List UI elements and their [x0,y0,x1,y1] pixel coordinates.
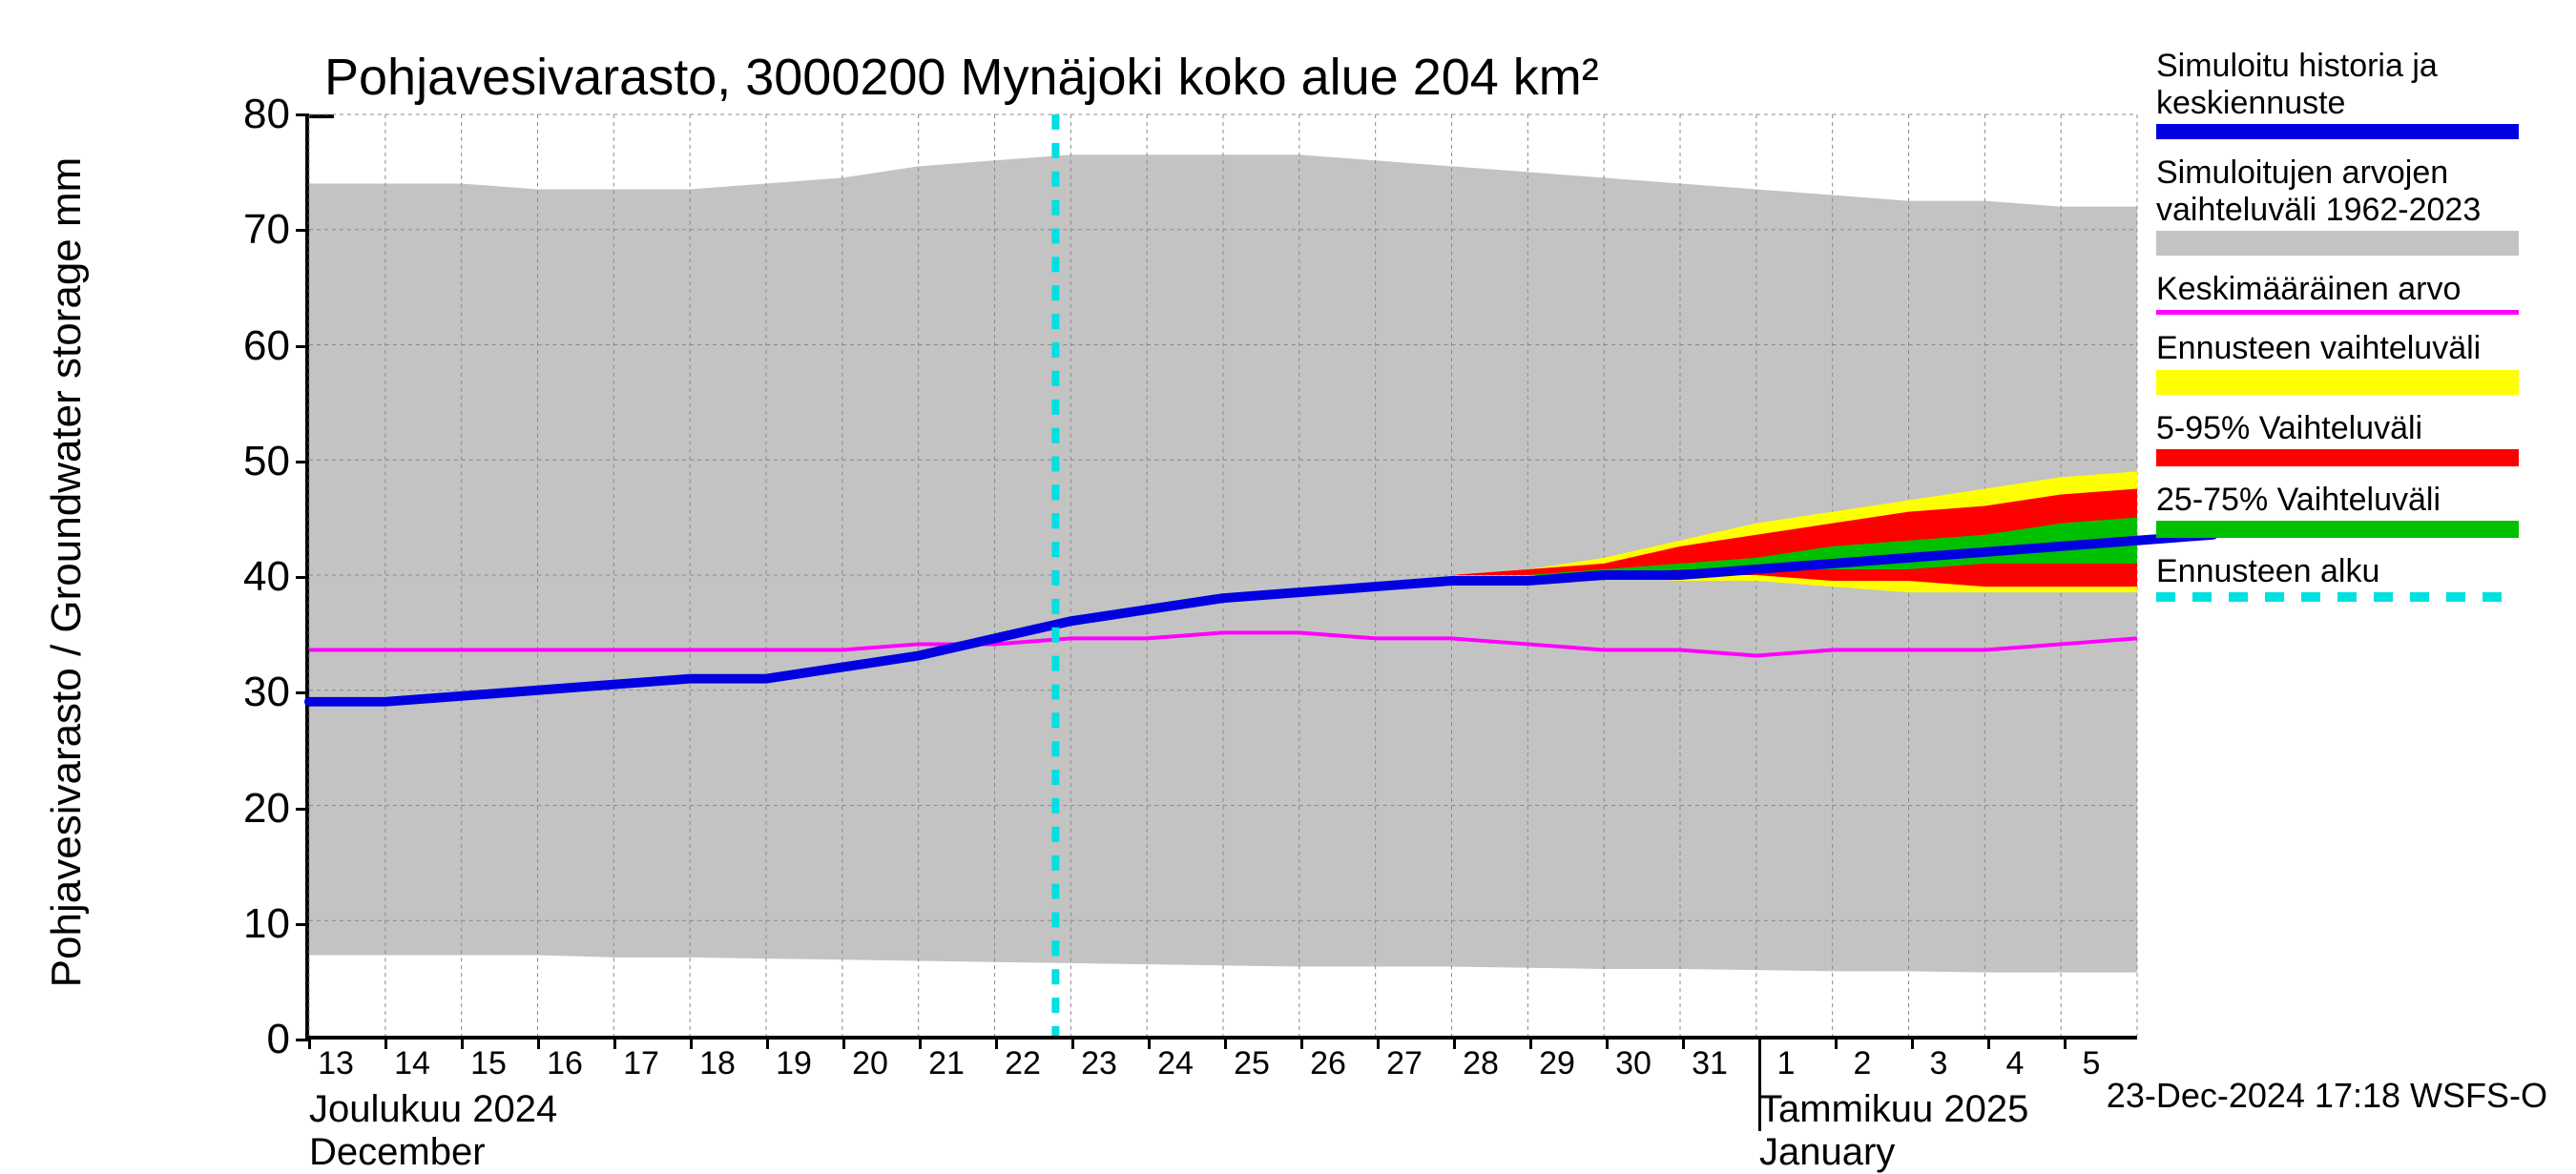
legend-entry: Ennusteen vaihteluväli [2156,330,2557,394]
x-tick-mark [613,1036,616,1049]
x-tick-label: 22 [1005,1036,1041,1082]
y-tick-mark [296,576,309,579]
legend-swatch [2156,370,2519,395]
month-divider [1758,1036,1761,1131]
legend-label: 25-75% Vaihteluväli [2156,482,2557,519]
x-tick-label: 30 [1615,1036,1652,1082]
y-tick-mark [296,1039,309,1041]
x-tick-label: 20 [852,1036,888,1082]
x-tick-label: 18 [699,1036,736,1082]
x-tick-mark [1606,1036,1609,1049]
x-tick-mark [690,1036,693,1049]
x-tick-mark [1377,1036,1380,1049]
legend-label: Ennusteen alku [2156,553,2557,590]
x-tick-mark [1071,1036,1074,1049]
x-tick-label: 17 [623,1036,659,1082]
x-tick-label: 26 [1310,1036,1346,1082]
y-tick-mark [296,808,309,811]
x-tick-mark [1224,1036,1227,1049]
legend: Simuloitu historia ja keskiennuste Simulo… [2156,48,2557,617]
y-tick-mark [296,345,309,348]
legend-swatch [2156,124,2519,139]
legend-entry: Simuloitujen arvojen vaihteluväli 1962-2… [2156,154,2557,256]
legend-label: 5-95% Vaihteluväli [2156,410,2557,447]
x-tick-mark [766,1036,769,1049]
month-label: Joulukuu 2024December [309,1036,557,1174]
legend-swatch [2156,231,2519,256]
x-tick-label: 5 [2083,1036,2101,1082]
x-tick-mark [1682,1036,1685,1049]
plot-area: 0102030405060708013141516171819202122232… [305,114,2137,1040]
legend-entry: 5-95% Vaihteluväli [2156,410,2557,466]
chart-title: Pohjavesivarasto, 3000200 Mynäjoki koko … [324,48,1599,107]
x-tick-label: 27 [1386,1036,1423,1082]
x-tick-label: 19 [776,1036,812,1082]
legend-label: Simuloitu historia ja keskiennuste [2156,48,2557,122]
x-tick-mark [995,1036,998,1049]
legend-entry: Ennusteen alku [2156,553,2557,602]
x-tick-label: 29 [1539,1036,1575,1082]
x-tick-mark [1529,1036,1532,1049]
x-tick-label: 25 [1234,1036,1270,1082]
chart-container: Pohjavesivarasto, 3000200 Mynäjoki koko … [0,0,2576,1144]
legend-label: Simuloitujen arvojen vaihteluväli 1962-2… [2156,154,2557,229]
y-tick-mark [296,229,309,232]
y-tick-mark [296,923,309,926]
y-tick-mark [296,113,309,116]
x-tick-label: 21 [928,1036,965,1082]
x-tick-mark [1453,1036,1456,1049]
x-tick-mark [842,1036,845,1049]
x-tick-label: 28 [1463,1036,1499,1082]
legend-swatch [2156,592,2519,602]
footer-text: 23-Dec-2024 17:18 WSFS-O [2107,1076,2547,1116]
x-tick-mark [1148,1036,1151,1049]
x-tick-mark [919,1036,922,1049]
x-tick-label: 31 [1692,1036,1728,1082]
x-tick-mark [1300,1036,1303,1049]
y-tick-mark [296,461,309,463]
legend-entry: Keskimääräinen arvo [2156,271,2557,315]
legend-swatch [2156,449,2519,466]
legend-label: Keskimääräinen arvo [2156,271,2557,308]
y-axis-title: Pohjavesivarasto / Groundwater storage m… [43,157,91,988]
legend-swatch [2156,521,2519,538]
legend-entry: Simuloitu historia ja keskiennuste [2156,48,2557,139]
x-tick-label: 24 [1157,1036,1194,1082]
legend-swatch [2156,310,2519,315]
chart-svg [309,114,2137,1036]
y-tick-mark [296,691,309,694]
x-tick-mark [2064,1036,2067,1049]
legend-entry: 25-75% Vaihteluväli [2156,482,2557,538]
x-tick-label: 23 [1081,1036,1117,1082]
legend-label: Ennusteen vaihteluväli [2156,330,2557,367]
month-label: Tammikuu 2025January [1759,1036,2028,1174]
